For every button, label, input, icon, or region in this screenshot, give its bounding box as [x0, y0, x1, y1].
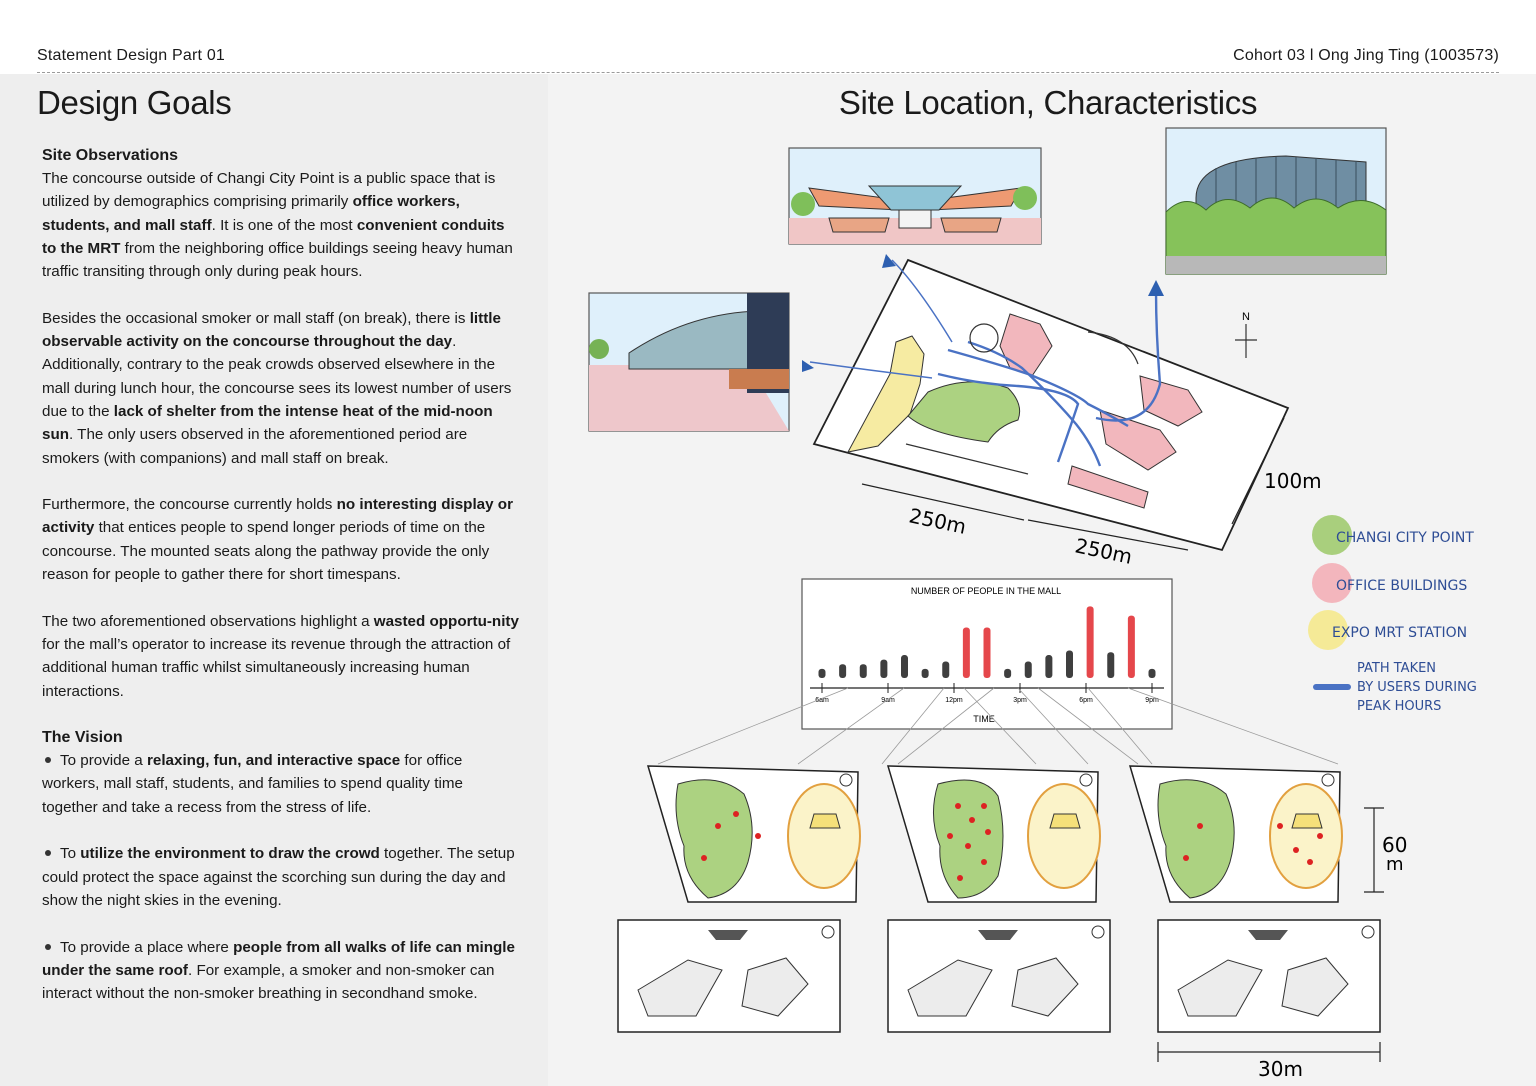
perspective-view-1 — [617, 919, 841, 1033]
plan-detail-3 — [1128, 765, 1343, 903]
design-goals-text: Site Observations The concourse outside … — [42, 144, 522, 1029]
body-text: Furthermore, the concourse currently hol… — [42, 496, 337, 514]
body-text: together. The setup could protect the sp… — [42, 845, 515, 909]
legend-label-path-1: PATH TAKEN — [1357, 661, 1436, 676]
chart-bar — [818, 668, 826, 678]
map-legend: CHANGI CITY POINT OFFICE BUILDINGS EXPO … — [1308, 515, 1477, 714]
height-dimension-unit: m — [1386, 854, 1404, 875]
vision-bullet: To provide a relaxing, fun, and interact… — [42, 749, 522, 819]
body-text: . For example, a smoker and non-smoker c… — [42, 961, 495, 1003]
height-dimension: 60 — [1382, 833, 1407, 857]
observation-paragraph: Besides the occasional smoker or mall st… — [42, 307, 522, 470]
vision-heading: The Vision — [42, 729, 123, 747]
chart-tick-label: 12pm — [945, 697, 963, 704]
emphasis-text: no interesting display or activity — [42, 496, 513, 537]
chart-tick-label: 3pm — [1013, 697, 1027, 704]
body-text: The two aforementioned observations high… — [42, 612, 374, 630]
vision-bullet: To provide a place where people from all… — [42, 936, 522, 1006]
chart-tick-label: 6pm — [1079, 697, 1093, 704]
body-text: . It is one of the most — [211, 216, 357, 234]
bullet-dot-icon — [45, 850, 51, 857]
legend-swatch — [1312, 515, 1352, 555]
body-text: for office workers, mall staff, students… — [42, 752, 463, 816]
legend-label-mrt: EXPO MRT STATION — [1332, 625, 1467, 641]
chart-bar — [859, 664, 867, 678]
site-map-plan: N 250m 250m 100m — [802, 254, 1322, 569]
emphasis-text: people from all walks of life can mingle… — [42, 938, 515, 979]
chart-bar — [880, 659, 888, 678]
chart-bar — [1024, 661, 1032, 678]
page-header: Statement Design Part 01 Cohort 03 l Ong… — [0, 0, 1536, 74]
emphasis-text: wasted opportu-nity — [373, 612, 519, 630]
chart-bar — [1045, 655, 1053, 678]
chart-bar — [942, 661, 950, 678]
chart-bar — [1148, 668, 1156, 678]
site-illustrations: N 250m 250m 100m CHANGI CITY POINT OFFIC… — [588, 127, 1477, 1081]
site-observations-heading: Site Observations — [42, 147, 179, 164]
body-text: To provide a — [60, 752, 147, 770]
body-text: . Additionally, contrary to the peak cro… — [42, 333, 512, 420]
emphasis-text: little observable activity on the concou… — [42, 309, 501, 351]
chart-x-label: TIME — [973, 714, 995, 724]
dimension-250m-a: 250m — [907, 503, 968, 538]
emphasis-text: convenient conduits to the MRT — [42, 216, 505, 257]
observation-paragraph: Furthermore, the concourse currently hol… — [42, 493, 522, 586]
emphasis-text: relaxing, fun, and interactive space — [146, 752, 401, 770]
emphasis-text: utilize the environment to draw the crow… — [80, 845, 380, 863]
legend-label-path-2: BY USERS DURING — [1357, 680, 1477, 695]
legend-label-path-3: PEAK HOURS — [1357, 699, 1441, 714]
chart-title: NUMBER OF PEOPLE IN THE MALL — [911, 586, 1061, 596]
design-goals-title: Design Goals — [37, 84, 232, 121]
body-text: Besides the occasional smoker or mall st… — [42, 309, 470, 327]
chart-bar — [983, 627, 991, 678]
header-author: Cohort 03 l Ong Jing Ting (1003573) — [1233, 47, 1499, 64]
legend-label-changi: CHANGI CITY POINT — [1336, 530, 1474, 546]
chart-bar — [962, 627, 970, 678]
body-text: . The only users observed in the aforeme… — [42, 426, 468, 467]
bullet-dot-icon — [45, 943, 51, 950]
design-goals-panel — [0, 74, 548, 1086]
body-text: for the mall’s operator to increase its … — [42, 635, 511, 700]
chart-bar — [1004, 668, 1012, 678]
chart-bar — [1086, 606, 1094, 678]
chart-bar — [901, 655, 908, 678]
pavilion-sketch-image — [788, 147, 1042, 245]
plan-detail-2 — [886, 765, 1101, 903]
observation-paragraph: The two aforementioned observations high… — [42, 610, 522, 703]
mall-sketch-image — [588, 292, 790, 432]
chart-bar — [1107, 652, 1115, 678]
header-section-title: Statement Design Part 01 — [37, 47, 226, 64]
chart-bar — [839, 664, 847, 678]
perspective-view-3 — [1157, 919, 1381, 1033]
body-text: that entices people to spend longer peri… — [42, 519, 490, 584]
bullet-dot-icon — [45, 757, 51, 764]
chart-bar — [921, 668, 929, 678]
chart-tick-label: 6am — [815, 697, 829, 704]
emphasis-text: office workers, students, and mall staff — [42, 193, 460, 234]
chart-tick-label: 9pm — [1145, 697, 1159, 704]
legend-swatch — [1308, 610, 1348, 650]
north-label: N — [1242, 311, 1250, 323]
emphasis-text: lack of shelter from the intense heat of… — [42, 402, 493, 444]
perspective-view-2 — [887, 919, 1111, 1033]
legend-label-office: OFFICE BUILDINGS — [1336, 578, 1467, 594]
vision-bullet: To utilize the environment to draw the c… — [42, 842, 522, 912]
site-location-title: Site Location, Characteristics — [838, 84, 1258, 121]
chart-bar — [1127, 615, 1135, 678]
chart-tick-label: 9am — [881, 697, 895, 704]
dimension-100m: 100m — [1264, 469, 1322, 493]
body-text: To provide a place where — [60, 938, 234, 956]
body-text: from the neighboring office buildings se… — [42, 239, 513, 281]
header-divider — [37, 72, 1499, 73]
body-text: The concourse outside of Changi City Poi… — [42, 170, 496, 211]
observation-paragraph: The concourse outside of Changi City Poi… — [42, 167, 522, 283]
plan-detail-1 — [646, 765, 861, 903]
width-dimension: 30m — [1258, 1057, 1303, 1081]
body-text: To — [60, 845, 81, 863]
crowd-chart: NUMBER OF PEOPLE IN THE MALL 6am 9am 12pm 3… — [801, 578, 1173, 730]
office-sketch-image — [1165, 127, 1387, 275]
legend-swatch — [1312, 563, 1352, 603]
chart-bar — [1066, 650, 1073, 678]
